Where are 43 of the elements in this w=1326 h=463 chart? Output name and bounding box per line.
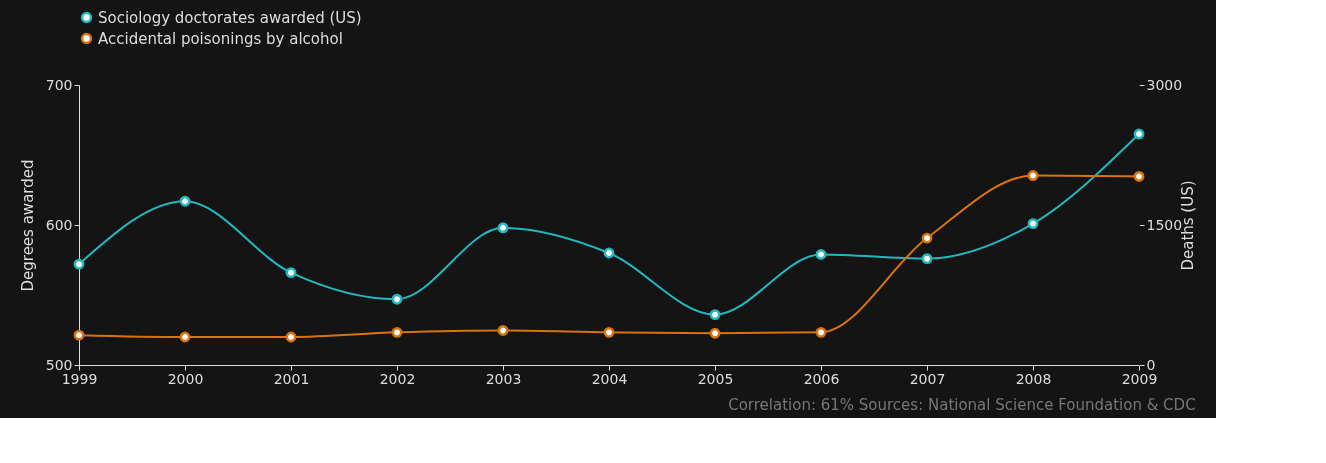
point bbox=[179, 195, 191, 207]
point bbox=[497, 222, 509, 234]
y-tick-label: 500 bbox=[45, 356, 73, 373]
point bbox=[921, 253, 933, 265]
legend-label: Sociology doctorates awarded (US) bbox=[98, 8, 362, 27]
x-tick-label: 2007 bbox=[909, 370, 946, 387]
point bbox=[815, 248, 827, 260]
point bbox=[391, 293, 403, 305]
x-tick-label: 2006 bbox=[803, 370, 840, 387]
point bbox=[73, 258, 85, 270]
x-tick-label: 1999 bbox=[61, 370, 98, 387]
point bbox=[1027, 170, 1039, 181]
point bbox=[603, 326, 615, 338]
point bbox=[603, 247, 615, 259]
x-tick-label: 2002 bbox=[379, 370, 416, 387]
y-tick-label: 700 bbox=[45, 76, 73, 93]
point bbox=[815, 326, 827, 338]
point bbox=[285, 331, 297, 343]
point bbox=[709, 309, 721, 321]
y2-tick-label: 0 bbox=[1146, 356, 1156, 373]
x-tick-label: 2005 bbox=[697, 370, 734, 387]
point bbox=[709, 327, 721, 339]
point bbox=[73, 329, 85, 341]
x-tick-label: 2003 bbox=[485, 370, 522, 387]
y-tick-label: 600 bbox=[45, 216, 73, 233]
x-tick-label: 2009 bbox=[1121, 370, 1158, 387]
y2-tick-label: 1500 bbox=[1146, 216, 1183, 233]
x-tick-label: 2001 bbox=[273, 370, 310, 387]
x-tick-label: 2000 bbox=[167, 370, 204, 387]
point bbox=[921, 232, 933, 244]
point bbox=[497, 325, 509, 336]
point bbox=[1133, 171, 1145, 182]
x-tick-label: 2004 bbox=[591, 370, 628, 387]
legend-label: Accidental poisonings by alcohol bbox=[98, 29, 343, 48]
point bbox=[1027, 218, 1039, 230]
point bbox=[179, 331, 191, 343]
point bbox=[285, 267, 297, 279]
y-axis-title: Degrees awarded bbox=[18, 159, 37, 292]
y2-tick-label: 3000 bbox=[1146, 76, 1183, 93]
point bbox=[391, 326, 403, 338]
text: Correlation: 61% Sources: National Science Foundation & CDC bbox=[728, 396, 1196, 414]
point bbox=[1133, 128, 1145, 140]
x-tick-label: 2008 bbox=[1015, 370, 1052, 387]
